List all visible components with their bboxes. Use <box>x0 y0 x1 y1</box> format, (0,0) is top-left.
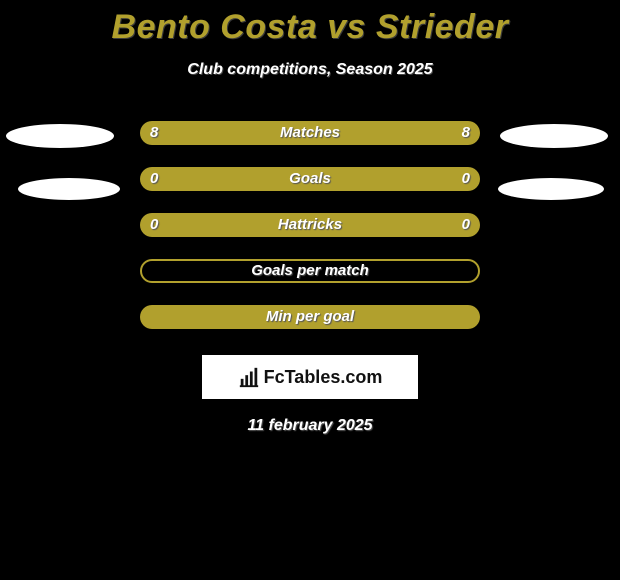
logo-box: FcTables.com <box>202 355 418 399</box>
stat-row: Matches8 8 <box>0 121 620 167</box>
stat-label: Hattricks <box>140 213 480 237</box>
page-title: Bento Costa vs Strieder <box>0 0 620 47</box>
stat-value-right: 8 <box>462 121 470 145</box>
subtitle: Club competitions, Season 2025 <box>0 61 620 79</box>
stat-row: Goals0 0 <box>0 167 620 213</box>
stat-value-left: 0 <box>150 213 158 237</box>
stat-row: Min per goal <box>0 305 620 351</box>
stat-label: Goals per match <box>140 259 480 283</box>
date-label: 11 february 2025 <box>0 417 620 435</box>
stat-value-right: 0 <box>462 213 470 237</box>
stat-label: Min per goal <box>140 305 480 329</box>
stat-value-left: 0 <box>150 167 158 191</box>
stat-row: Goals per match <box>0 259 620 305</box>
comparison-rows: Matches88Goals00Hattricks00Goals per mat… <box>0 121 620 351</box>
stat-value-right: 0 <box>462 167 470 191</box>
bar-chart-icon <box>238 366 260 388</box>
stat-value-left: 8 <box>150 121 158 145</box>
stat-label: Matches <box>140 121 480 145</box>
stat-row: Hattricks0 0 <box>0 213 620 259</box>
logo-text: FcTables.com <box>264 367 383 388</box>
stat-label: Goals <box>140 167 480 191</box>
